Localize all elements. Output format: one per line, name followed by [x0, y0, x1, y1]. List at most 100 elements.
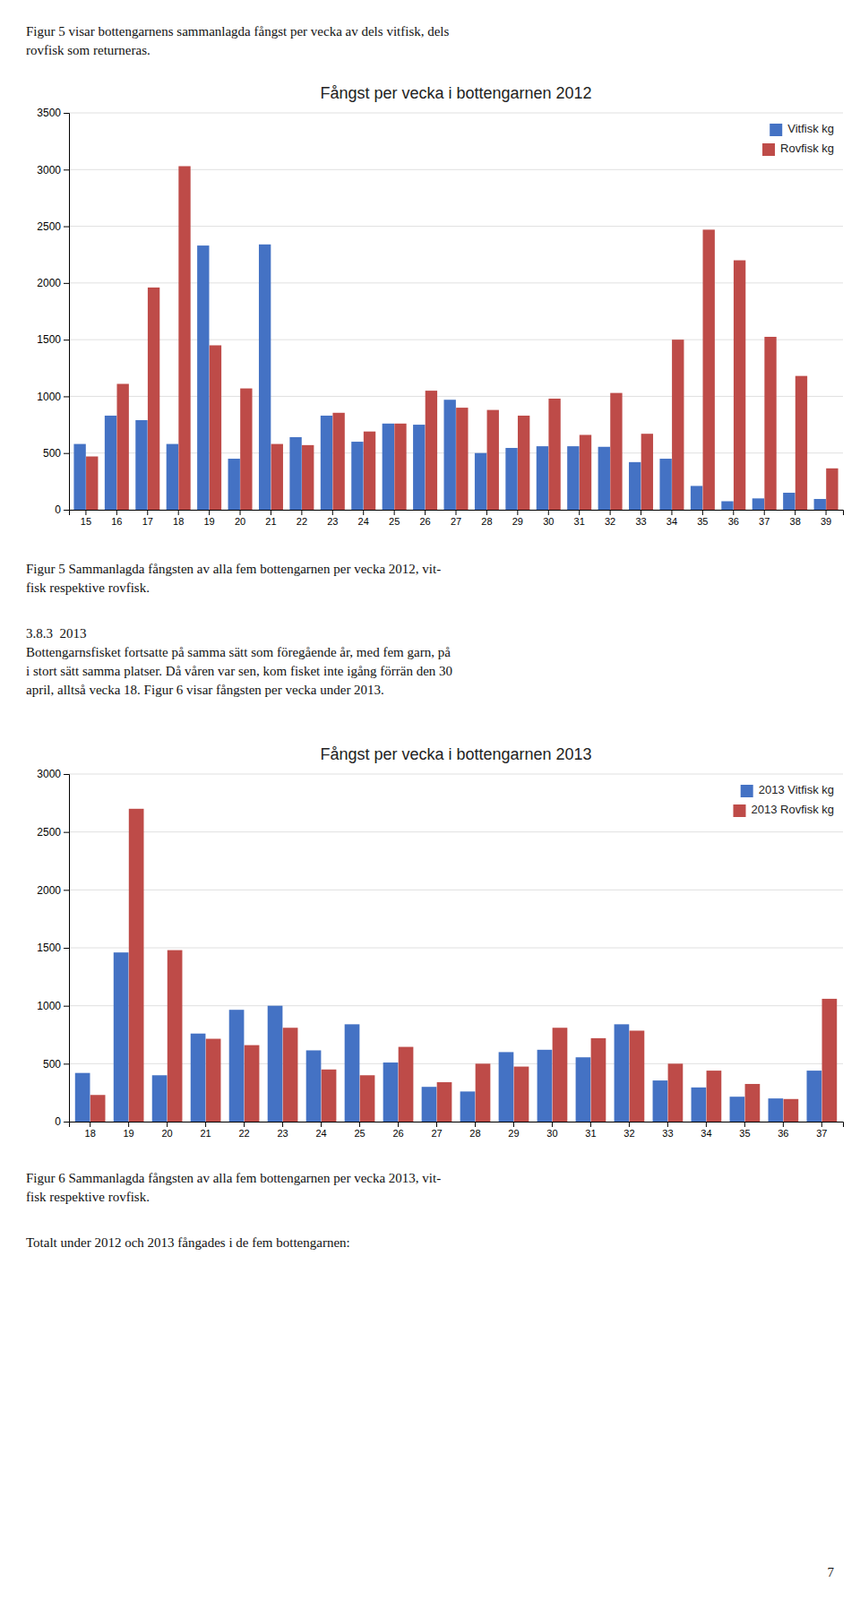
y-tick-label: 2500: [36, 825, 61, 839]
x-axis-line: [69, 1122, 844, 1128]
x-tick: 39: [820, 509, 832, 527]
bar: [240, 388, 252, 510]
chart: Fångst per vecka i bottengarnen 20121516…: [36, 84, 843, 527]
x-tick-label: 37: [758, 516, 770, 527]
chart: Fångst per vecka i bottengarnen 20131819…: [36, 745, 843, 1139]
bar: [814, 498, 826, 510]
x-tick-mark: [705, 1121, 707, 1127]
x-tick-mark: [628, 1121, 630, 1127]
x-tick-mark: [89, 1121, 91, 1127]
y-tick: 1500: [36, 941, 69, 955]
bar: [474, 453, 487, 510]
x-tick: 30: [542, 509, 554, 527]
x-tick: 32: [604, 509, 616, 527]
y-axis-line: [63, 774, 70, 1123]
x-tick-mark: [424, 509, 426, 516]
x-tick-mark: [782, 1121, 784, 1127]
y-tick-label: 3500: [36, 106, 61, 120]
bar: [455, 407, 468, 510]
bar: [421, 1086, 438, 1122]
x-tick: 18: [85, 1121, 96, 1139]
bar: [567, 446, 579, 510]
y-tick-mark: [63, 169, 69, 171]
bar: [332, 412, 344, 510]
x-tick-label: 27: [430, 1127, 442, 1139]
x-tick-label: 17: [142, 516, 154, 527]
bar: [487, 410, 499, 510]
y-tick-label: 2000: [36, 884, 61, 897]
legend-swatch: [740, 784, 754, 798]
text-line: Totalt under 2012 och 2013 fångades i de…: [25, 1235, 351, 1250]
x-tick-label: 26: [419, 516, 430, 527]
y-tick-label: 2500: [36, 220, 61, 233]
bar: [498, 1051, 515, 1122]
bar: [730, 1096, 746, 1122]
x-tick-mark: [474, 1121, 476, 1127]
x-tick-label: 33: [635, 516, 646, 527]
x-tick: 22: [238, 1121, 250, 1139]
bar: [505, 447, 517, 510]
x-tick-label: 26: [392, 1127, 404, 1139]
x-tick-mark: [359, 1121, 361, 1127]
y-tick-label: 0: [54, 1115, 61, 1128]
bar: [591, 1038, 607, 1122]
y-tick-mark: [63, 1063, 69, 1065]
y-tick-mark: [63, 832, 69, 834]
y-tick-mark: [63, 889, 69, 891]
text-line: 3.8.3 2013: [25, 626, 87, 641]
series: [90, 808, 837, 1122]
bar: [764, 336, 776, 510]
x-tick: 30: [546, 1121, 558, 1139]
x-tick-mark: [332, 509, 334, 516]
bar: [690, 485, 703, 510]
bar: [628, 462, 641, 510]
y-tick: 2000: [36, 884, 69, 897]
x-tick-label: 27: [450, 516, 462, 527]
x-tick-mark: [116, 509, 118, 516]
bar: [768, 1098, 784, 1122]
y-tick: 3000: [36, 163, 69, 177]
x-tick-mark: [516, 509, 518, 516]
bar: [691, 1087, 707, 1122]
x-tick-label: 32: [604, 516, 616, 527]
bar: [190, 1033, 207, 1122]
x-tick: 31: [574, 509, 585, 527]
series: [86, 165, 838, 510]
x-tick: 22: [296, 509, 308, 527]
bar: [412, 424, 425, 510]
bar: [733, 260, 746, 510]
legend-swatch: [769, 123, 783, 137]
x-tick-label: 22: [238, 1127, 250, 1139]
bar: [807, 1070, 823, 1122]
x-tick-mark: [794, 509, 796, 516]
x-tick: 33: [662, 1121, 673, 1139]
bar: [671, 339, 684, 510]
y-tick-mark: [63, 283, 69, 284]
y-tick: 0: [54, 1115, 69, 1128]
x-tick: 37: [816, 1121, 827, 1139]
x-tick: 19: [203, 509, 215, 527]
bar: [197, 245, 209, 510]
x-tick-label: 29: [512, 516, 524, 527]
x-tick-label: 22: [296, 516, 308, 527]
y-tick-mark: [63, 947, 69, 949]
y-tick-label: 1000: [36, 999, 61, 1013]
x-tick-label: 32: [623, 1127, 635, 1139]
x-tick-label: 15: [80, 516, 92, 527]
y-tick-mark: [63, 339, 69, 341]
x-tick-label: 34: [700, 1127, 712, 1139]
bar: [86, 456, 98, 510]
text-line: fisk respektive rovfisk.: [25, 580, 150, 595]
x-tick-mark: [240, 509, 241, 516]
x-tick: 33: [635, 509, 646, 527]
bar: [383, 1062, 399, 1122]
bar: [659, 458, 671, 510]
text-block: Figur 5 visar bottengarnens sammanlagda …: [25, 24, 450, 58]
legend: Vitfisk kgRovfisk kg: [762, 121, 835, 156]
x-tick-mark: [640, 509, 642, 516]
y-tick: 1500: [36, 333, 69, 346]
x-tick-mark: [744, 1121, 746, 1127]
bar: [382, 423, 395, 510]
y-tick-mark: [63, 774, 69, 775]
x-tick-label: 23: [276, 1127, 288, 1139]
